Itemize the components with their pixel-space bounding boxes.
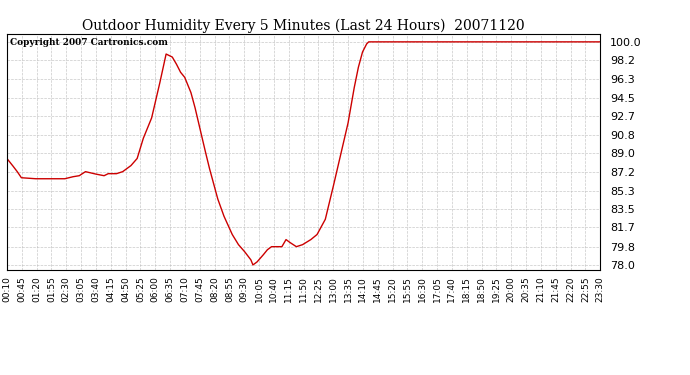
Title: Outdoor Humidity Every 5 Minutes (Last 24 Hours)  20071120: Outdoor Humidity Every 5 Minutes (Last 2… [82,18,525,33]
Text: Copyright 2007 Cartronics.com: Copyright 2007 Cartronics.com [10,39,168,48]
